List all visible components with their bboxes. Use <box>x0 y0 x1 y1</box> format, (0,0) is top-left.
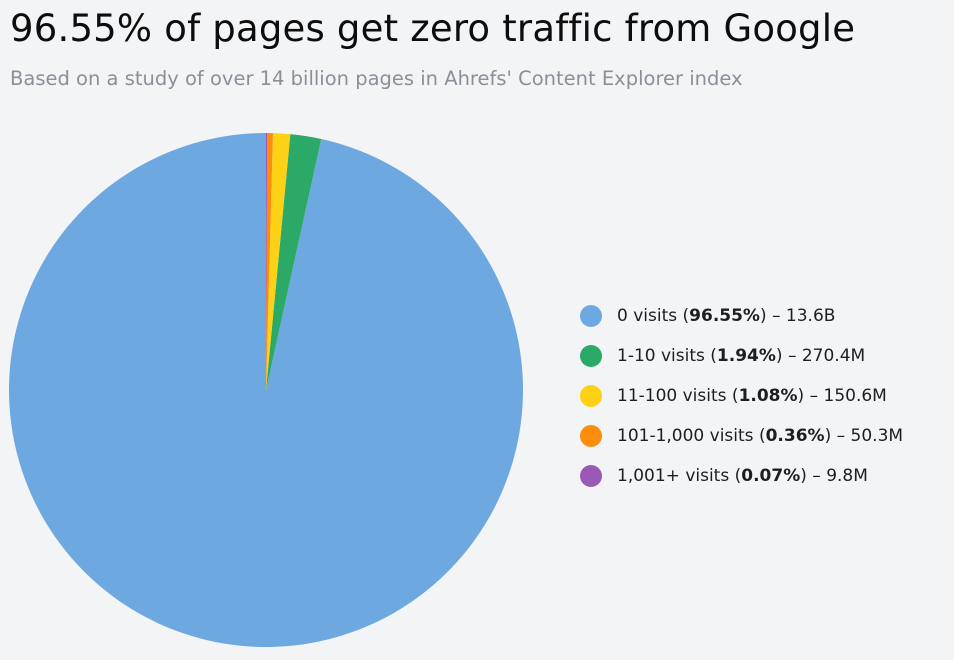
legend-item: 1-10 visits (1.94%) – 270.4M <box>580 336 903 376</box>
chart-subtitle: Based on a study of over 14 billion page… <box>10 67 743 90</box>
legend-percent: 96.55% <box>689 306 760 326</box>
pie-slice-1 <box>266 134 322 390</box>
legend-color-dot <box>580 385 602 407</box>
chart-legend: 0 visits (96.55%) – 13.6B 1-10 visits (1.… <box>580 296 903 496</box>
legend-label: 11-100 visits <box>617 386 727 406</box>
pie-slice-4 <box>266 132 268 390</box>
legend-count: 9.8M <box>826 466 868 486</box>
legend-label: 1-10 visits <box>617 346 705 366</box>
pie-slice-0 <box>8 133 523 647</box>
legend-count: 13.6B <box>785 306 836 326</box>
legend-count: 270.4M <box>801 346 866 366</box>
legend-percent: 1.08% <box>738 386 798 406</box>
legend-count: 50.3M <box>850 426 904 446</box>
pie-slice-3 <box>266 133 273 390</box>
legend-percent: 1.94% <box>716 346 776 366</box>
legend-percent: 0.07% <box>741 466 801 486</box>
chart-title: 96.55% of pages get zero traffic from Go… <box>10 7 856 50</box>
legend-label: 1,001+ visits <box>617 466 730 486</box>
pie-slice-2 <box>266 133 291 390</box>
legend-item: 11-100 visits (1.08%) – 150.6M <box>580 376 903 416</box>
legend-color-dot <box>580 425 602 447</box>
legend-percent: 0.36% <box>765 426 825 446</box>
legend-item: 0 visits (96.55%) – 13.6B <box>580 296 903 336</box>
legend-label: 0 visits <box>617 306 678 326</box>
legend-item: 1,001+ visits (0.07%) – 9.8M <box>580 456 903 496</box>
legend-color-dot <box>580 305 602 327</box>
legend-color-dot <box>580 465 602 487</box>
legend-count: 150.6M <box>823 386 887 406</box>
legend-color-dot <box>580 345 602 367</box>
legend-label: 101-1,000 visits <box>617 426 754 446</box>
legend-item: 101-1,000 visits (0.36%) – 50.3M <box>580 416 903 456</box>
pie-chart <box>8 132 523 647</box>
